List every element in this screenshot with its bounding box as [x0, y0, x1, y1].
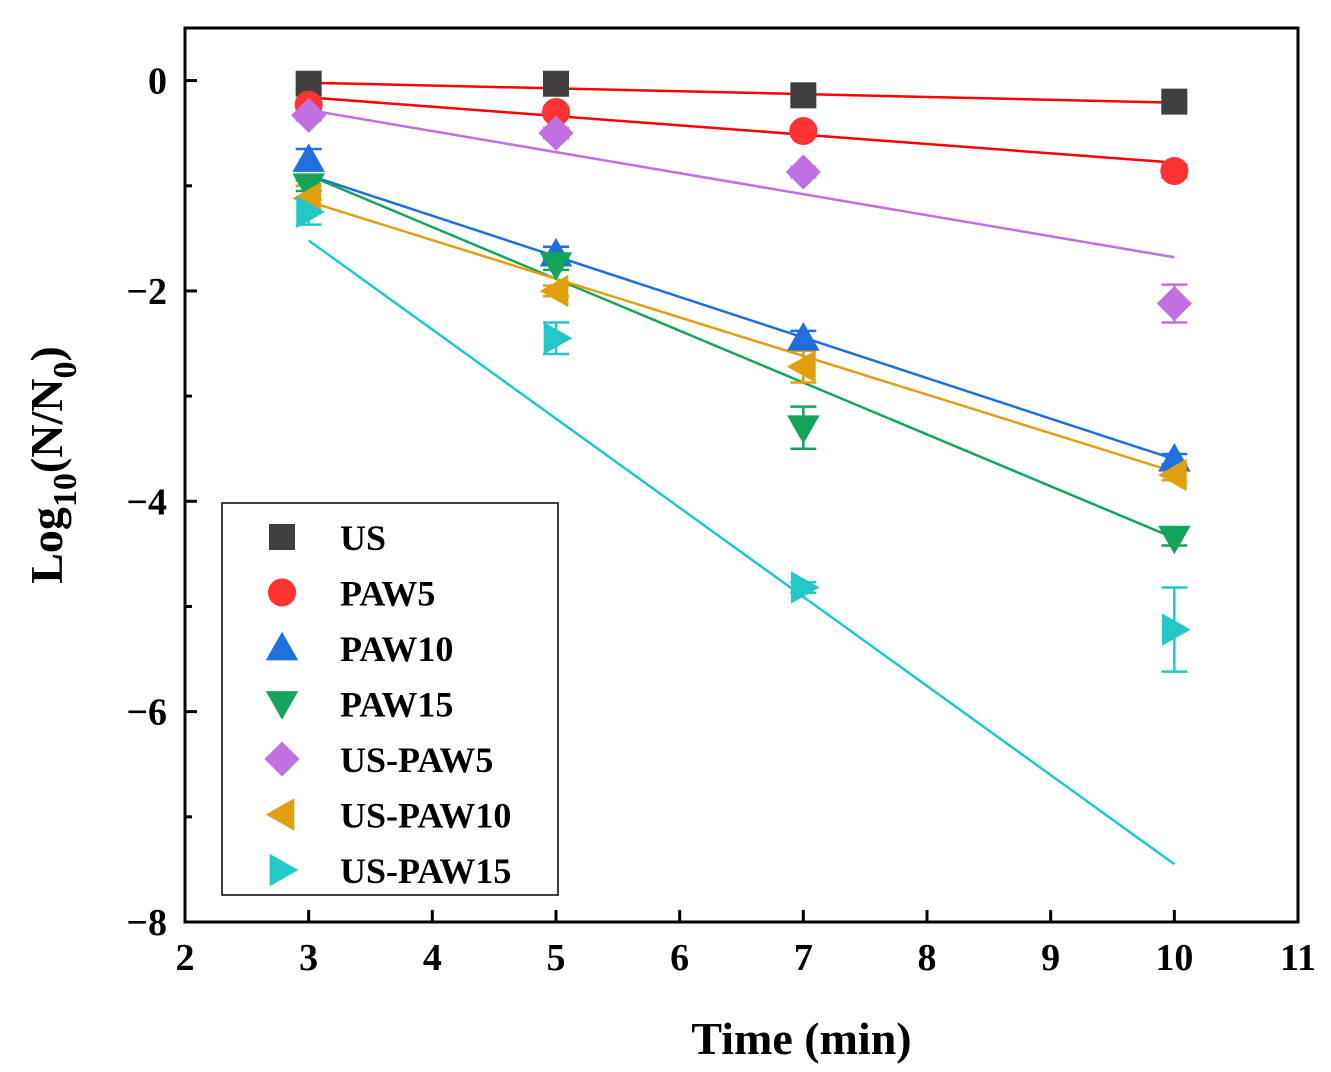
x-tick-label: 11 [1280, 937, 1316, 979]
legend-marker-paw10 [265, 631, 299, 661]
legend: US PAW5 PAW10 PAW15 US-PAW5 US-PAW10 US-PAW15 [221, 502, 559, 896]
point-paw10 [292, 143, 325, 172]
point-us-paw5 [1156, 286, 1192, 322]
fit-line-us-paw15 [307, 239, 1176, 866]
point-us-paw15 [543, 322, 573, 355]
point-us-paw10 [539, 274, 569, 308]
legend-marker-paw5 [267, 578, 297, 607]
fit-line-paw15 [308, 174, 1175, 540]
legend-marker-us-paw15 [269, 853, 299, 887]
y-tick-label: 0 [148, 61, 167, 103]
point-us [543, 70, 569, 97]
legend-marker-paw15 [265, 691, 299, 720]
x-tick-label: 7 [794, 937, 813, 979]
point-us-paw15 [296, 195, 325, 229]
fit-line-us-paw5 [308, 108, 1175, 259]
x-tick-label: 4 [423, 937, 442, 979]
x-tick-label: 5 [547, 937, 566, 979]
axis-ticks: 2 3 4 5 6 7 8 9 10 11 0 −2 −4 −6 −8 [126, 61, 1316, 979]
y-axis-title-rest: (N/N [21, 379, 72, 474]
x-tick-label: 10 [1155, 937, 1193, 979]
point-paw10 [787, 322, 820, 351]
legend-label-us-paw15: US-PAW15 [340, 851, 511, 891]
x-tick-label: 6 [670, 937, 689, 979]
y-tick-label: −8 [126, 902, 167, 944]
x-tick-label: 9 [1041, 937, 1060, 979]
legend-label-paw5: PAW5 [340, 574, 435, 614]
legend-label-us-paw5: US-PAW5 [340, 740, 493, 780]
data-markers [291, 70, 1192, 646]
y-tick-label: −4 [126, 481, 167, 523]
legend-label-paw10: PAW10 [340, 629, 453, 669]
point-paw5 [541, 98, 571, 127]
y-axis-title: Log10(N/N0) [21, 346, 84, 584]
y-axis-title-sub: 10 [47, 473, 84, 507]
point-us-paw5 [291, 97, 327, 133]
fit-line-paw10 [308, 174, 1175, 461]
fit-line-paw5 [308, 96, 1175, 164]
plot-frame [183, 26, 1300, 924]
y-tick-label: −6 [126, 692, 167, 734]
fit-line-us-paw10 [308, 200, 1175, 474]
point-us-paw15 [1161, 613, 1191, 646]
point-paw15 [539, 252, 573, 281]
point-us-paw5 [785, 154, 821, 190]
point-paw5 [1160, 157, 1189, 186]
x-tick-label: 3 [299, 937, 318, 979]
point-us-paw5 [538, 115, 574, 151]
point-us-paw10 [1158, 458, 1187, 492]
point-us [1161, 88, 1188, 115]
x-axis-title: Time (min) [691, 1013, 911, 1064]
point-paw15 [292, 173, 325, 203]
y-axis-title-sub2: 0 [47, 362, 84, 379]
y-tick-label: −2 [126, 271, 167, 313]
legend-marker-us-paw5 [264, 741, 300, 777]
fit-line-us [308, 81, 1175, 104]
fit-lines [307, 81, 1176, 866]
point-us [790, 82, 817, 109]
x-tick-label: 8 [918, 937, 937, 979]
legend-marker-us-paw10 [265, 798, 295, 831]
legend-marker-us [269, 524, 295, 550]
y-axis-title-base: Log [21, 507, 72, 584]
point-paw15 [787, 415, 820, 444]
point-paw15 [1158, 525, 1191, 555]
point-us-paw10 [787, 350, 816, 383]
x-tick-label: 2 [176, 937, 195, 979]
legend-label-paw15: PAW15 [340, 685, 453, 725]
legend-label-us: US [340, 518, 386, 558]
legend-label-us-paw10: US-PAW10 [340, 796, 511, 836]
point-us-paw15 [790, 571, 820, 604]
point-paw5 [789, 117, 818, 146]
y-axis-title-end: ) [21, 346, 72, 361]
